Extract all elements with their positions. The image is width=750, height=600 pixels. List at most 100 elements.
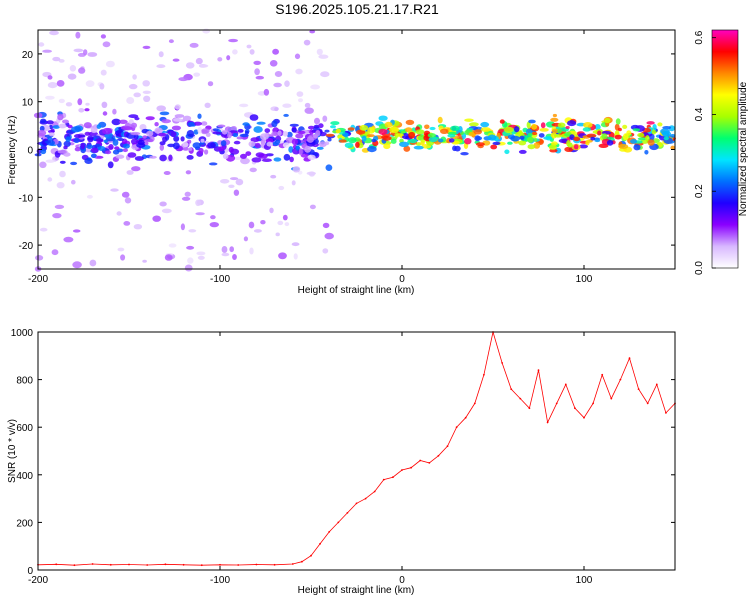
spectrogram-cell: [133, 224, 143, 230]
spectrogram-cell: [545, 136, 553, 141]
spectrogram-cell: [606, 139, 614, 146]
spectrogram-cell: [47, 177, 53, 182]
spectrogram-cell: [244, 130, 249, 135]
spectrogram-cell: [528, 119, 536, 124]
spectrogram-cell: [116, 211, 122, 216]
spectrogram-cell: [499, 119, 505, 124]
snr-y-ticks: 0 200 400 600 800 1000: [11, 328, 675, 577]
spectrogram-cell: [286, 131, 293, 138]
spectrogram-cell: [72, 229, 81, 233]
spectrogram-cell: [295, 145, 300, 150]
spectrogram-cell: [235, 178, 244, 186]
spectrogram-cell: [389, 126, 399, 133]
spectrogram-cell: [253, 126, 263, 133]
spectrogram-cell: [447, 133, 456, 138]
spectrogram-cell: [212, 131, 222, 135]
spectrogram-cell: [226, 55, 231, 61]
snr-point: [646, 402, 649, 405]
snr-point: [355, 502, 358, 505]
snr-point: [528, 407, 531, 410]
spectrogram-cell: [269, 207, 274, 214]
spectrogram-cell: [134, 156, 144, 161]
spectrogram-cell: [62, 119, 69, 124]
spectrogram-cell: [52, 213, 62, 219]
spectrogram-cell: [173, 135, 180, 142]
spectrogram-cell: [469, 122, 479, 127]
spectrogram-cell: [359, 124, 369, 131]
spectrogram-cell: [86, 194, 93, 199]
snr-point: [446, 445, 449, 448]
spectrogram-cell: [294, 53, 301, 60]
snr-point: [510, 388, 513, 390]
spectrogram-cell: [324, 232, 334, 240]
spectrogram-cell: [67, 73, 77, 80]
spectrogram-cell: [270, 174, 277, 179]
spectrogram-cell: [187, 147, 193, 151]
spectrogram-cell: [283, 153, 291, 161]
spectrogram-cell: [307, 154, 316, 160]
spectrogram-cell: [300, 153, 309, 158]
spectrogram-y-tick-label: -10: [19, 193, 34, 204]
spectrogram-y-axis-label: Frequency (Hz): [7, 116, 18, 185]
spectrogram-cell: [557, 122, 566, 128]
spectrogram-cell: [440, 128, 449, 134]
spectrogram-cell: [261, 158, 272, 162]
spectrogram-cell: [174, 114, 185, 118]
snr-point: [219, 563, 221, 566]
spectrogram-cell: [335, 128, 341, 134]
spectrogram-cell: [415, 142, 422, 146]
spectrogram-y-ticks: -20 -10 0 10 20: [19, 50, 675, 252]
spectrogram-x-tick-label: -200: [28, 274, 48, 285]
spectrogram-cell: [142, 135, 148, 139]
spectrogram-cell: [304, 107, 314, 114]
spectrogram-cell: [101, 101, 108, 109]
spectrogram-cell: [59, 160, 66, 164]
spectrogram-cell: [293, 253, 298, 260]
spectrogram-cell: [538, 133, 545, 138]
spectrogram-cell: [260, 220, 266, 225]
snr-point: [164, 563, 167, 566]
spectrogram-cell: [552, 113, 558, 118]
spectrogram-cell: [126, 97, 135, 104]
spectrogram-cell: [348, 137, 357, 144]
spectrogram-cell: [199, 64, 209, 68]
snr-point: [519, 397, 522, 400]
spectrogram-cell: [133, 92, 141, 98]
spectrogram-x-tick-label: 0: [399, 274, 405, 285]
snr-y-tick-label: 200: [16, 518, 33, 529]
spectrogram-cell: [210, 215, 216, 220]
spectrogram-cell: [131, 138, 139, 145]
spectrogram-cell: [645, 135, 650, 142]
spectrogram-cell: [647, 139, 655, 146]
spectrogram-cell: [390, 138, 397, 144]
spectrogram-cell: [89, 259, 97, 267]
spectrogram-cell: [168, 39, 174, 44]
spectrogram-cell: [384, 121, 393, 128]
spectrogram-cell: [367, 146, 377, 153]
snr-point: [346, 512, 349, 514]
spectrogram-cell: [152, 215, 161, 222]
spectrogram-cell: [295, 68, 303, 75]
spectrogram-cell: [99, 83, 105, 90]
spectrogram-cell: [221, 252, 230, 257]
spectrogram-cell: [338, 139, 347, 143]
spectrogram-cell: [217, 57, 223, 62]
spectrogram-cell: [313, 124, 320, 129]
spectrogram-cell: [304, 145, 312, 153]
spectrogram-cell: [278, 185, 285, 191]
spectrogram-cell: [564, 146, 574, 152]
snr-point: [655, 383, 658, 386]
spectrogram-cell: [204, 149, 209, 155]
spectrogram-cell: [291, 127, 297, 133]
snr-point: [401, 469, 403, 471]
spectrogram-cell: [550, 117, 559, 122]
spectrogram-cell: [51, 249, 59, 256]
spectrogram-cell: [325, 164, 333, 171]
spectrogram-cell: [519, 135, 525, 140]
spectrogram-cell: [65, 102, 73, 107]
spectrogram-cell: [663, 136, 669, 141]
spectrogram-cell: [527, 132, 533, 137]
spectrogram-cell: [209, 222, 219, 228]
spectrogram-cell: [131, 122, 138, 129]
